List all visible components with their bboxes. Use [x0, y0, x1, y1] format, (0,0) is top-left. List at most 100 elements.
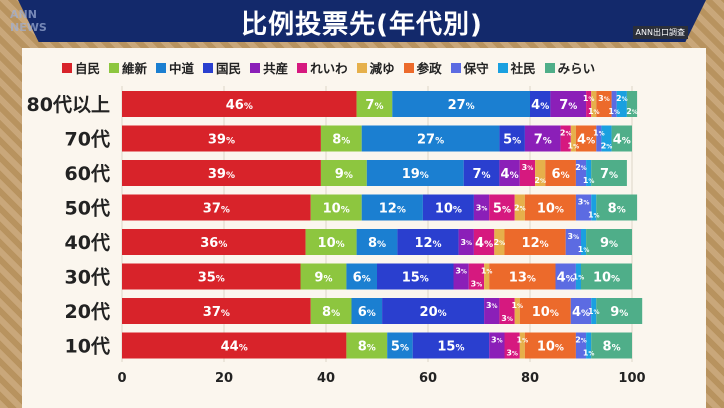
data-label: 3% [598, 94, 610, 103]
legend-swatch [250, 62, 261, 73]
data-label: 1% [573, 273, 585, 282]
data-label: 4% [475, 236, 493, 251]
data-label: 1% [583, 176, 595, 185]
legend-label: 参政 [416, 61, 442, 76]
bar-segment [122, 332, 347, 359]
legend-item: 中道 [156, 58, 194, 77]
bar-segment [581, 263, 632, 290]
data-label: 7% [559, 98, 577, 113]
bar-segment [591, 194, 597, 221]
bar-segment [458, 229, 474, 255]
data-label: 7% [600, 167, 618, 182]
x-tick-label: 20 [215, 371, 233, 386]
data-label: 9% [610, 305, 628, 320]
bar-segment [570, 298, 592, 324]
bar-segment [489, 332, 505, 359]
bar-segment [575, 160, 587, 186]
legend-item: 維新 [109, 58, 147, 77]
data-label: 6% [358, 305, 376, 320]
data-label: 12% [379, 202, 406, 217]
data-label: 8% [368, 236, 386, 251]
legend-label: みらい [557, 61, 596, 76]
data-label: 1% [517, 336, 529, 345]
data-label: 2% [626, 107, 638, 116]
legend-item: 共産 [250, 58, 288, 77]
data-label: 35% [198, 271, 225, 286]
bar-segment [346, 332, 388, 359]
legend-swatch [497, 62, 508, 73]
bar-segment [514, 194, 525, 221]
bar-segment [586, 332, 592, 359]
data-label: 7% [534, 133, 552, 148]
data-label: 20% [420, 305, 447, 320]
bar-segment [611, 91, 617, 117]
bar-segment [484, 263, 490, 290]
bar-segment [468, 263, 485, 290]
category-label: 70代 [65, 129, 110, 151]
chart-title: 比例投票先(年代別) [241, 10, 483, 40]
bar-segment [499, 298, 515, 324]
bar-segment [591, 298, 597, 324]
legend-label: 中道 [169, 61, 195, 76]
data-label: 8% [608, 202, 626, 217]
data-label: 10% [323, 202, 350, 217]
bar-segment [382, 298, 485, 324]
data-label: 10% [532, 305, 559, 320]
bar-segment [412, 332, 490, 359]
legend-label: 減ゆ [369, 61, 395, 76]
bar-segment [489, 263, 556, 290]
x-tick-label: 100 [618, 371, 645, 386]
data-label: 3% [522, 163, 534, 172]
bar-segment [524, 194, 576, 221]
data-label: 27% [417, 133, 444, 148]
bar-segment [611, 125, 632, 152]
bar-segment [122, 125, 321, 152]
bar-segment [586, 229, 632, 255]
data-label: 2% [616, 94, 628, 103]
x-tick-label: 0 [117, 371, 126, 386]
data-label: 1% [481, 267, 493, 276]
legend-swatch [109, 62, 120, 73]
data-label: 3% [476, 204, 488, 213]
data-label: 1% [588, 211, 600, 220]
bar-segment [484, 298, 500, 324]
data-label: 2% [601, 142, 613, 151]
data-label: 15% [402, 271, 429, 286]
bar-segment [575, 332, 587, 359]
bar-segment [310, 194, 362, 221]
data-label: 10% [593, 271, 620, 286]
bar-segment [122, 91, 357, 117]
category-label: 20代 [65, 301, 110, 323]
data-label: 7% [473, 167, 491, 182]
bar-segment [320, 125, 362, 152]
bar-segment [305, 229, 357, 255]
x-tick-label: 40 [317, 371, 335, 386]
data-label: 2% [494, 238, 506, 247]
bar-segment [545, 160, 576, 186]
data-label: 3% [486, 301, 498, 310]
bar-segment [361, 125, 500, 152]
bar-segment [524, 332, 576, 359]
data-label: 1% [578, 245, 590, 254]
legend-swatch [403, 62, 414, 73]
bar-segment [392, 91, 530, 117]
ann-news-logo: ANN NEWS [10, 8, 47, 34]
data-label: 4% [501, 167, 519, 182]
bar-segment [514, 298, 520, 324]
bar-segment [560, 125, 571, 152]
bar-segment [351, 298, 383, 324]
bar-segment [473, 229, 495, 255]
data-label: 5% [503, 133, 521, 148]
legend-swatch [544, 62, 555, 73]
legend-label: 保守 [463, 61, 489, 76]
data-label: 27% [448, 98, 475, 113]
category-label: 40代 [65, 232, 110, 254]
data-label: 3% [501, 314, 513, 323]
data-label: 1% [593, 129, 605, 138]
data-label: 1% [583, 349, 595, 358]
bar-segment [499, 125, 525, 152]
legend-item: 保守 [450, 58, 489, 77]
data-label: 5% [493, 202, 511, 217]
bar-segment [616, 91, 627, 117]
